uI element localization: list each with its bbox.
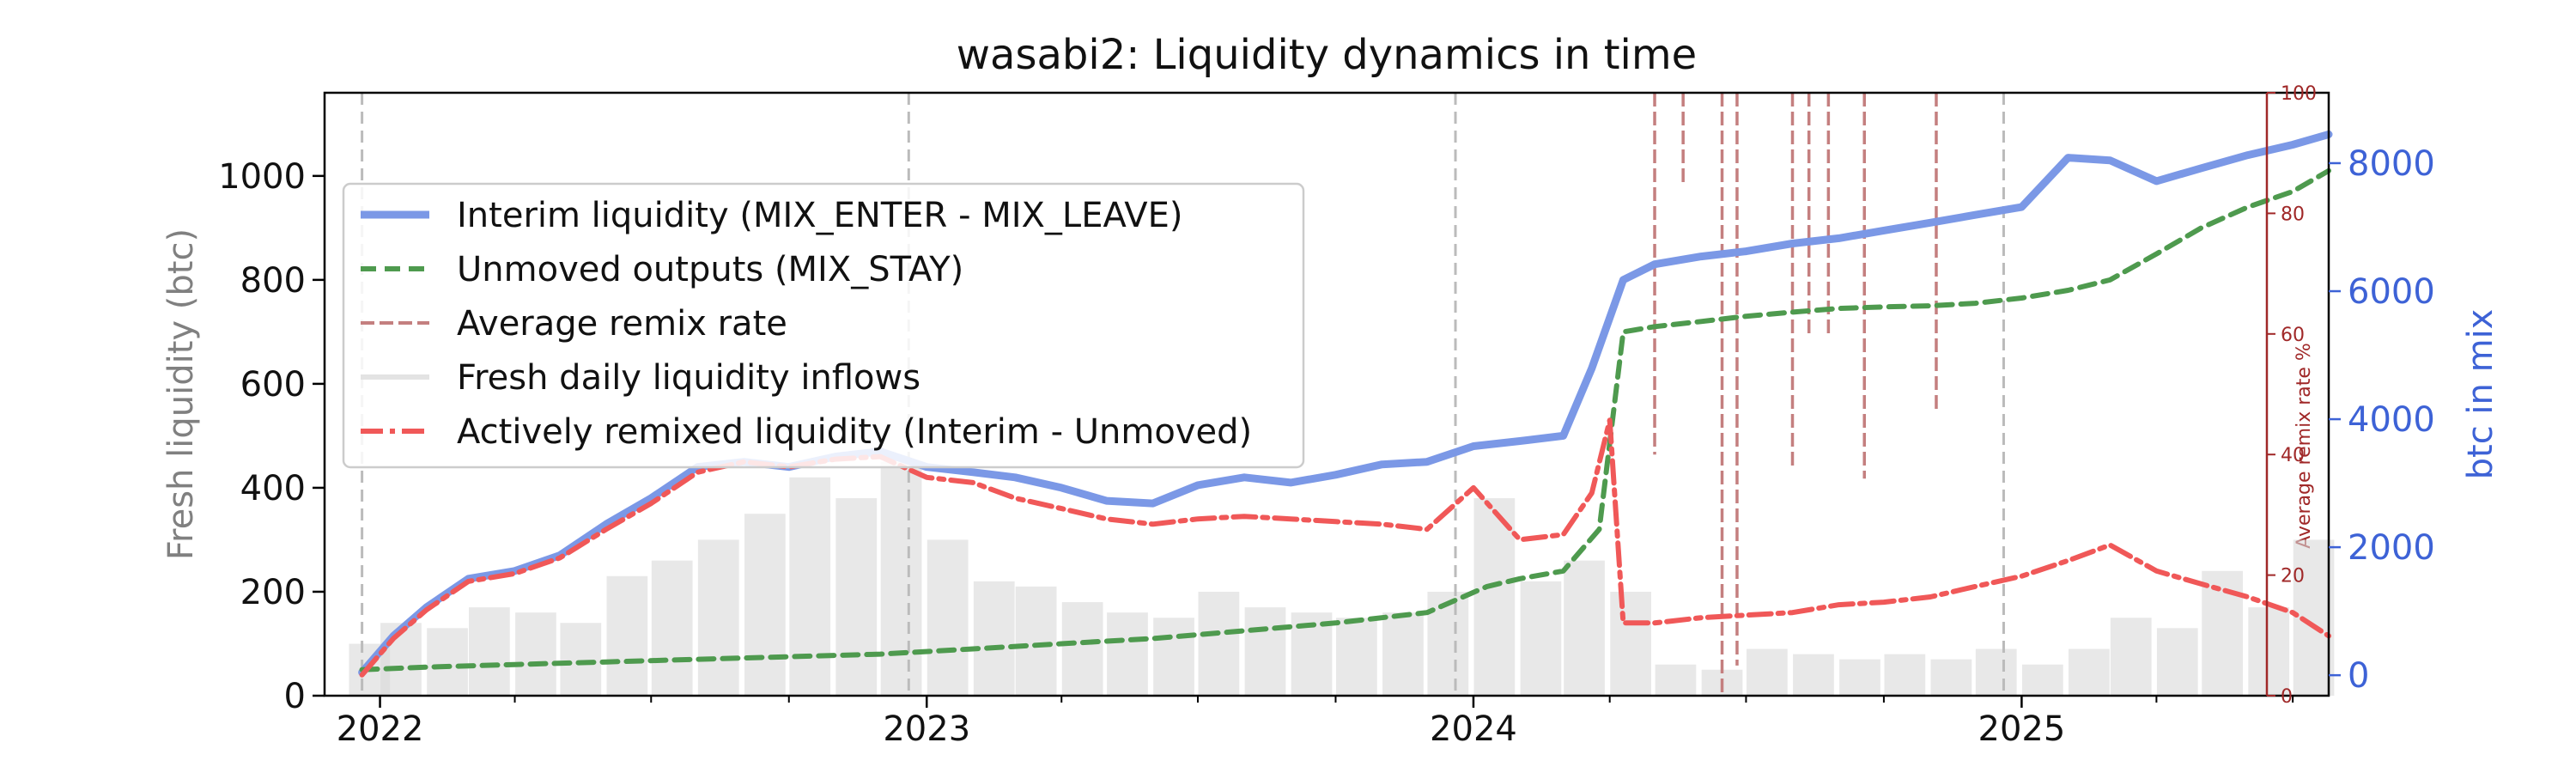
y-left-tick-label: 0 bbox=[284, 677, 306, 716]
chart-title: wasabi2: Liquidity dynamics in time bbox=[957, 31, 1697, 79]
fresh-inflow-bar bbox=[1473, 498, 1516, 696]
y-axis-label-remix-rate: Average remix rate % bbox=[2293, 343, 2315, 549]
fresh-inflow-bars bbox=[349, 461, 2335, 696]
fresh-inflow-bar bbox=[1427, 591, 1469, 696]
interim-liquidity-line bbox=[358, 130, 2333, 677]
fresh-inflow-bar bbox=[1198, 591, 1240, 696]
fresh-inflow-bar bbox=[651, 560, 693, 696]
x-tick-label: 2024 bbox=[1430, 709, 1517, 749]
btc-in-mix-tick-label: 4000 bbox=[2348, 400, 2435, 440]
fresh-inflow-bar bbox=[835, 498, 878, 696]
y-left-tick-label: 400 bbox=[240, 469, 306, 508]
fresh-inflow-bar bbox=[697, 539, 739, 696]
fresh-inflow-bar bbox=[1015, 586, 1057, 696]
remix-rate-tick-label: 80 bbox=[2281, 204, 2305, 225]
btc-in-mix-tick-label: 0 bbox=[2348, 656, 2369, 696]
fresh-inflow-bar bbox=[515, 612, 556, 696]
y-left-tick-label: 200 bbox=[240, 573, 306, 612]
fresh-inflow-bar bbox=[2248, 607, 2290, 696]
series-lines bbox=[358, 130, 2333, 678]
y-axis-label-left: Fresh liquidity (btc) bbox=[161, 228, 201, 560]
y-left-tick-label: 800 bbox=[240, 261, 306, 301]
fresh-inflow-bar bbox=[1930, 659, 1972, 696]
remix-rate-tick-label: 40 bbox=[2281, 445, 2305, 466]
fresh-inflow-bar bbox=[973, 581, 1015, 696]
remix-rate-tick-label: 60 bbox=[2281, 325, 2305, 346]
fresh-inflow-bar bbox=[1244, 607, 1286, 696]
fresh-inflow-bar bbox=[1884, 654, 1926, 696]
fresh-inflow-bar bbox=[560, 623, 602, 696]
fresh-inflow-bar bbox=[469, 607, 510, 696]
x-tick-label: 2025 bbox=[1978, 709, 2066, 749]
remix-rate-tick-label: 20 bbox=[2281, 566, 2305, 587]
fresh-inflow-bar bbox=[1746, 648, 1788, 696]
fresh-inflow-bar bbox=[2069, 648, 2110, 696]
fresh-inflow-bar bbox=[927, 539, 969, 696]
remix-rate-tick-label: 100 bbox=[2281, 83, 2317, 105]
fresh-inflow-bar bbox=[2202, 570, 2244, 696]
fresh-inflow-bar bbox=[1382, 612, 1424, 696]
legend-label-fresh: Fresh daily liquidity inflows bbox=[457, 358, 920, 398]
legend-label-remix: Average remix rate bbox=[457, 304, 787, 344]
btc-in-mix-tick-label: 6000 bbox=[2348, 272, 2435, 312]
fresh-inflow-bar bbox=[744, 514, 786, 696]
plot-frame bbox=[323, 91, 2330, 697]
y-axis-label-btc-in-mix: btc in mix bbox=[2461, 309, 2500, 480]
fresh-inflow-bar bbox=[1564, 560, 1605, 696]
fresh-inflow-bar bbox=[2021, 664, 2063, 696]
y-left-tick-label: 600 bbox=[240, 365, 306, 405]
remix-rate-spikes bbox=[1653, 93, 1938, 696]
fresh-inflow-bar bbox=[880, 461, 922, 696]
fresh-inflow-bar bbox=[1336, 618, 1377, 696]
legend-label-active: Actively remixed liquidity (Interim - Un… bbox=[457, 412, 1252, 452]
btc-in-mix-tick-label: 8000 bbox=[2348, 144, 2435, 184]
legend-box bbox=[342, 182, 1305, 469]
legend: Interim liquidity (MIX_ENTER - MIX_LEAVE… bbox=[342, 182, 1305, 469]
fresh-inflow-bar bbox=[2156, 628, 2198, 696]
legend-label-unmoved: Unmoved outputs (MIX_STAY) bbox=[457, 250, 963, 289]
x-tick-label: 2022 bbox=[337, 709, 424, 749]
fresh-inflow-bar bbox=[1610, 591, 1651, 696]
fresh-inflow-bar bbox=[1975, 648, 2017, 696]
y-left-tick-label: 1000 bbox=[218, 157, 306, 197]
fresh-inflow-bar bbox=[606, 575, 648, 696]
fresh-inflow-bar bbox=[1839, 659, 1880, 696]
remix-rate-tick-label: 0 bbox=[2281, 686, 2293, 708]
fresh-inflow-bar bbox=[789, 477, 831, 696]
legend-label-interim: Interim liquidity (MIX_ENTER - MIX_LEAVE… bbox=[457, 196, 1183, 235]
fresh-inflow-bar bbox=[1107, 612, 1148, 696]
btc-in-mix-tick-label: 2000 bbox=[2348, 528, 2435, 568]
fresh-inflow-bar bbox=[1655, 664, 1697, 696]
fresh-inflow-bar bbox=[1061, 602, 1103, 696]
fresh-inflow-bar bbox=[1153, 618, 1194, 696]
unmoved-outputs-line bbox=[359, 167, 2331, 673]
x-tick-label: 2023 bbox=[883, 709, 970, 749]
fresh-inflow-bar bbox=[427, 628, 468, 696]
axes: 2022 2023 2024 2025020040060080010000204060… bbox=[218, 83, 2435, 749]
fresh-inflow-bar bbox=[1520, 581, 1562, 696]
fresh-inflow-bar bbox=[2110, 618, 2152, 696]
actively-remixed-line bbox=[359, 417, 2331, 678]
fresh-inflow-bar bbox=[1793, 654, 1834, 696]
